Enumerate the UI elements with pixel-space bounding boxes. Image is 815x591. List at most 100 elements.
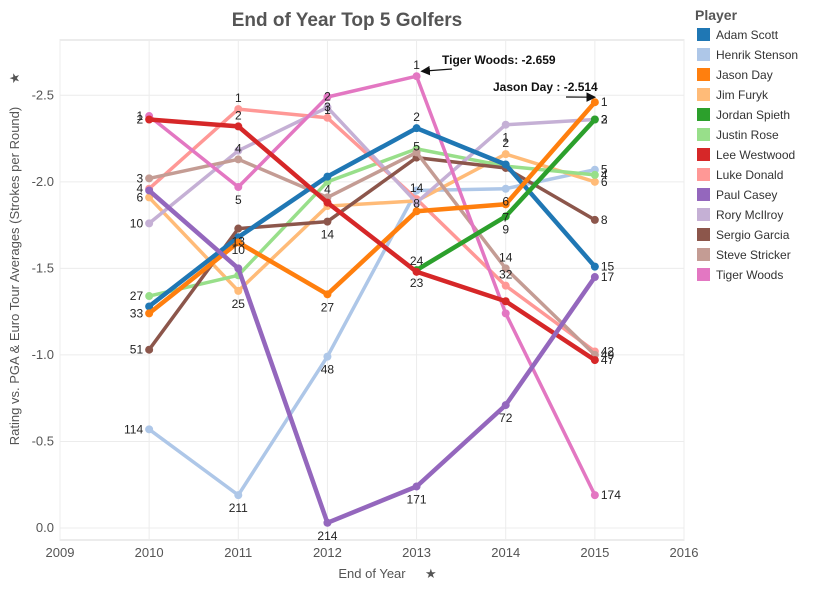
data-point: [234, 146, 243, 155]
data-point: [501, 281, 510, 290]
data-point: [234, 122, 243, 131]
x-tick-label: 2010: [135, 545, 164, 560]
data-point: [323, 518, 332, 527]
data-point: [412, 482, 421, 491]
data-point: [412, 124, 421, 133]
legend-swatch: [697, 188, 710, 201]
rank-label: 5: [235, 193, 242, 207]
pin-icon: ★: [425, 566, 437, 581]
data-point: [501, 297, 510, 306]
rank-label: 9: [502, 222, 509, 236]
rank-label: 1: [601, 95, 608, 109]
legend-swatch: [697, 248, 710, 261]
rank-label: 114: [124, 422, 143, 436]
rank-label: 5: [413, 140, 420, 154]
data-point: [501, 200, 510, 209]
data-point: [412, 198, 421, 207]
data-point: [323, 217, 332, 226]
rank-label: 14: [410, 181, 424, 195]
y-tick-label: 0.0: [36, 520, 54, 535]
legend-swatch: [697, 48, 710, 61]
legend-item: Henrik Stenson: [697, 48, 798, 62]
data-point: [145, 345, 154, 354]
rank-label: 214: [317, 529, 337, 543]
rank-label: 2: [413, 110, 420, 124]
rank-label: 1: [413, 58, 420, 72]
rank-label: 2: [324, 89, 331, 103]
data-point: [590, 170, 599, 179]
rank-label: 10: [130, 216, 144, 230]
data-point: [323, 93, 332, 102]
rank-label: 8: [413, 196, 420, 210]
data-point: [145, 219, 154, 228]
data-point: [590, 273, 599, 282]
y-tick-label: -1.0: [32, 347, 54, 362]
rank-label: 32: [499, 268, 513, 282]
data-point: [234, 491, 243, 500]
data-point: [234, 224, 243, 233]
rank-label: 4: [136, 182, 143, 196]
legend-item: Tiger Woods: [697, 268, 783, 282]
legend-label: Rory McIlroy: [716, 208, 783, 222]
series-paul-casey: [145, 186, 599, 527]
data-point: [323, 198, 332, 207]
rank-label: 10: [232, 243, 246, 257]
x-tick-label: 2013: [402, 545, 431, 560]
legend-label: Sergio Garcia: [716, 228, 790, 242]
data-point: [501, 150, 510, 159]
legend-label: Justin Rose: [716, 128, 779, 142]
y-tick-label: -2.5: [32, 87, 54, 102]
data-point: [323, 113, 332, 122]
y-tick-label: -0.5: [32, 433, 54, 448]
legend-swatch: [697, 68, 710, 81]
data-point: [590, 215, 599, 224]
data-point: [234, 105, 243, 114]
rank-label: 25: [232, 297, 246, 311]
rank-label: 72: [499, 411, 513, 425]
rank-label: 1: [324, 103, 331, 117]
data-point: [412, 207, 421, 216]
rank-label: 6: [502, 195, 509, 209]
series-line: [147, 150, 597, 357]
data-point: [501, 160, 510, 169]
rank-label: 6: [601, 175, 608, 189]
legend-swatch: [697, 208, 710, 221]
rank-label: 2: [502, 136, 509, 150]
data-point: [323, 352, 332, 361]
rank-label: 24: [410, 254, 424, 268]
data-point: [234, 238, 243, 247]
data-point: [501, 309, 510, 318]
series-tiger-woods: [145, 72, 599, 500]
data-point: [412, 148, 421, 157]
legend-item: Paul Casey: [697, 188, 777, 202]
rank-label: 1: [136, 109, 143, 123]
rank-label: 15: [601, 260, 615, 274]
rank-label: 14: [499, 250, 513, 264]
legend-label: Adam Scott: [716, 28, 779, 42]
legend-swatch: [697, 88, 710, 101]
rank-label: 4: [235, 141, 242, 155]
rank-label: 1: [235, 91, 242, 105]
rank-label: 3: [324, 100, 331, 114]
legend-item: Jordan Spieth: [697, 108, 790, 122]
series-line: [147, 152, 597, 293]
annotations: Tiger Woods: -2.659 Jason Day : -2.514: [420, 53, 598, 102]
data-point: [234, 286, 243, 295]
series-line: [147, 107, 597, 354]
data-point: [234, 264, 243, 273]
data-point: [234, 183, 243, 192]
rank-label: 27: [321, 300, 335, 314]
legend-title: Player: [695, 7, 738, 23]
data-point: [590, 177, 599, 186]
legend-swatch: [697, 128, 710, 141]
data-point: [145, 425, 154, 434]
data-point: [590, 115, 599, 124]
legend-swatch: [697, 28, 710, 41]
data-point: [590, 98, 599, 107]
y-axis-title: Rating vs. PGA & Euro Tour Averages (Str…: [7, 107, 22, 445]
data-point: [590, 491, 599, 500]
rank-label: 33: [130, 306, 144, 320]
axes: 2009 2010 2011 2012 2013 2014 2015 2016 0.0 -0.5 -…: [7, 72, 698, 581]
legend-swatch: [697, 168, 710, 181]
